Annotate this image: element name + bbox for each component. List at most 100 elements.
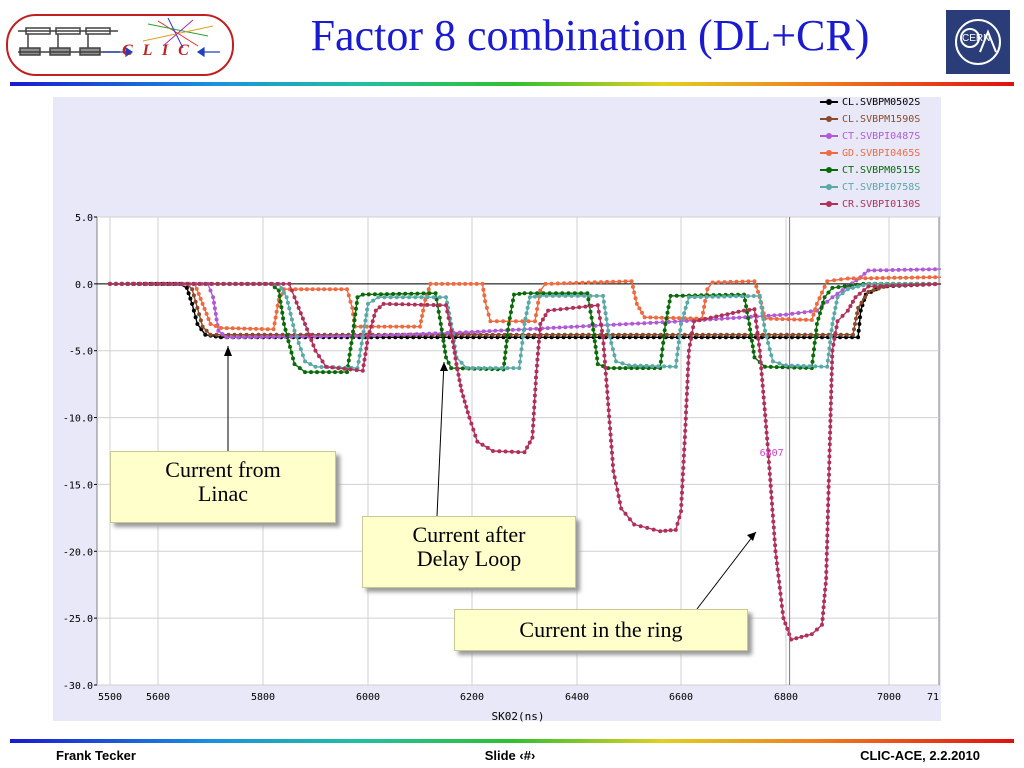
data-point — [494, 319, 499, 324]
data-point — [220, 332, 225, 336]
data-point — [324, 334, 329, 339]
data-point — [814, 328, 819, 333]
data-point — [714, 314, 719, 319]
data-point — [710, 280, 715, 285]
data-point — [606, 408, 611, 413]
data-point — [608, 426, 613, 431]
data-point — [684, 398, 689, 403]
data-point — [206, 317, 211, 321]
legend-marker — [820, 200, 838, 208]
series-cr-svbpi0130s — [108, 281, 942, 642]
data-point — [830, 295, 835, 300]
data-point — [863, 295, 867, 300]
data-point — [769, 353, 774, 358]
data-point — [825, 545, 829, 550]
data-point — [442, 344, 447, 349]
data-point — [702, 304, 707, 309]
data-point — [825, 539, 830, 544]
data-point — [538, 322, 543, 326]
data-point — [504, 339, 509, 343]
data-point — [322, 287, 327, 292]
data-point — [219, 326, 223, 330]
data-point — [493, 366, 498, 371]
data-point — [204, 328, 209, 333]
data-point — [450, 334, 455, 339]
data-point — [214, 317, 219, 322]
data-point — [388, 324, 393, 329]
data-point — [665, 310, 670, 315]
data-point — [708, 315, 713, 320]
data-point — [421, 308, 426, 313]
slide-title: Factor 8 combination (DL+CR) — [310, 11, 870, 60]
data-point — [354, 368, 359, 373]
data-point — [300, 353, 305, 358]
data-point — [521, 334, 525, 339]
data-point — [271, 327, 276, 332]
data-point — [499, 328, 504, 333]
data-point — [683, 428, 688, 433]
data-point — [330, 365, 335, 370]
data-point — [534, 313, 538, 318]
data-point — [233, 281, 238, 286]
data-point — [588, 309, 593, 314]
data-point — [823, 581, 828, 586]
data-point — [825, 358, 830, 363]
data-point — [648, 315, 653, 320]
data-point — [829, 389, 834, 394]
y-tick-label: -20.0 — [63, 547, 93, 558]
data-point — [605, 322, 610, 327]
data-point — [712, 332, 717, 337]
data-point — [686, 354, 691, 359]
data-point — [371, 298, 376, 303]
data-point — [287, 281, 292, 286]
data-point — [595, 362, 600, 367]
data-point — [703, 299, 708, 303]
data-point — [609, 341, 614, 345]
data-point — [914, 267, 919, 272]
data-point — [587, 324, 592, 328]
data-point — [421, 291, 426, 296]
data-point — [762, 401, 767, 406]
data-point — [557, 293, 562, 298]
data-point — [282, 322, 286, 326]
data-point — [814, 627, 819, 632]
data-point — [832, 311, 837, 316]
data-point — [614, 359, 618, 364]
data-point — [521, 328, 526, 333]
data-point — [730, 332, 735, 337]
data-point — [770, 359, 775, 364]
data-point — [376, 295, 381, 300]
data-point — [850, 285, 855, 290]
footer-event: CLIC-ACE, 2.2.2010 — [860, 748, 980, 763]
data-point — [795, 363, 800, 368]
data-point — [596, 309, 601, 314]
data-point — [457, 330, 462, 335]
y-tick-label: -10.0 — [63, 414, 93, 425]
data-point — [333, 287, 338, 292]
data-point — [811, 353, 816, 358]
legend-entry: CL.SVBPM1590S — [820, 114, 920, 130]
data-point — [760, 332, 765, 337]
data-point — [611, 279, 616, 284]
annotation-current-from-linac: Current from Linac — [110, 451, 336, 523]
data-point — [278, 299, 283, 304]
data-point — [673, 364, 678, 369]
data-point — [904, 275, 908, 280]
data-point — [617, 366, 622, 371]
data-point — [774, 317, 779, 321]
data-point — [137, 281, 142, 286]
data-point — [766, 313, 771, 318]
data-point — [224, 326, 229, 331]
data-point — [617, 279, 622, 284]
data-point — [289, 350, 294, 355]
data-point — [764, 424, 769, 429]
data-point — [818, 311, 822, 316]
data-point — [462, 399, 467, 404]
data-point — [595, 303, 600, 308]
data-point — [646, 332, 651, 337]
data-point — [501, 319, 506, 324]
data-point — [685, 379, 690, 384]
data-point — [783, 621, 788, 626]
data-point — [433, 291, 438, 296]
data-point — [513, 319, 518, 324]
